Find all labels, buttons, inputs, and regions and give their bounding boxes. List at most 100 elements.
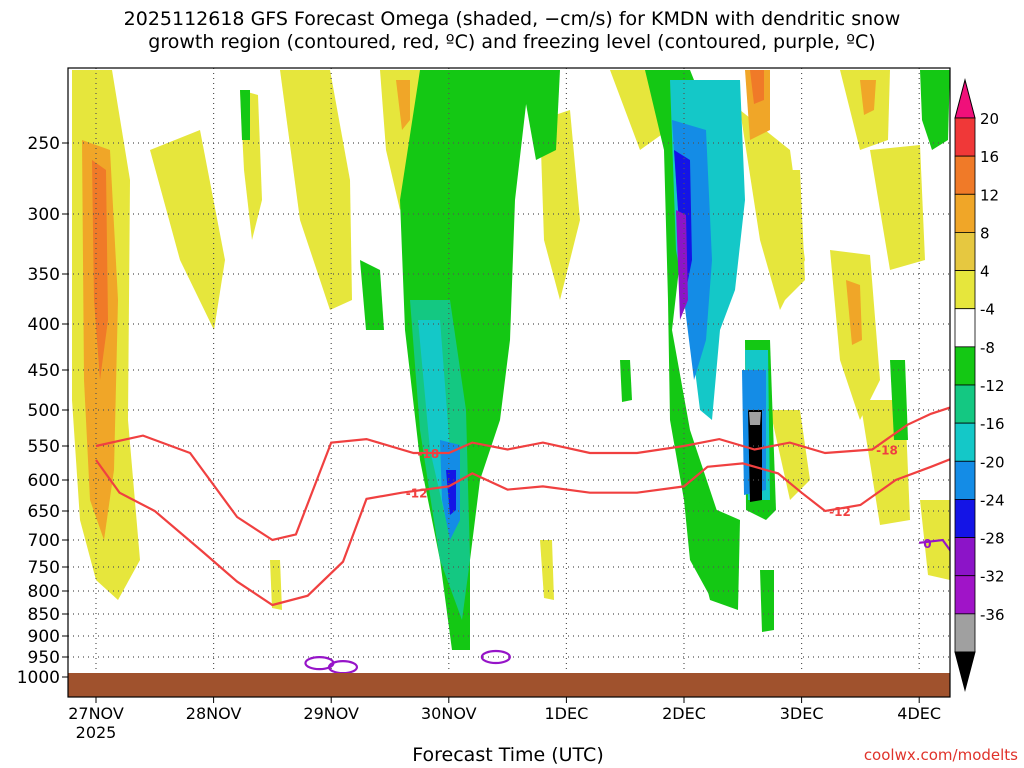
omega-shade-region — [360, 260, 384, 330]
y-tick-label: 700 — [28, 531, 60, 551]
omega-shade-region — [540, 540, 554, 600]
omega-shade-region — [280, 70, 352, 310]
colorbar-segment — [954, 155, 976, 195]
colorbar-segment — [954, 422, 976, 462]
contour-label: -18 — [876, 444, 898, 458]
y-tick-label: 900 — [28, 627, 60, 647]
colorbar-segment — [954, 384, 976, 424]
credit-text: coolwx.com/modelts — [863, 746, 1018, 764]
colorbar-tick-label: 12 — [980, 186, 999, 204]
omega-shade-region — [150, 130, 225, 330]
y-tick-label: 1000 — [17, 668, 60, 688]
colorbar-segment — [954, 232, 976, 271]
x-tick-label: 1DEC — [545, 704, 589, 723]
omega-shade-region — [240, 90, 250, 140]
x-tick-label: 28NOV — [186, 704, 242, 723]
omega-shade-region — [676, 210, 688, 320]
colorbar-tick-label: -28 — [980, 530, 1005, 548]
x-tick-label: 29NOV — [303, 704, 359, 723]
contour-line-minus18 — [95, 406, 950, 542]
y-axis: 2503003504004505005506006507007508008509… — [17, 134, 68, 688]
x-tick-label: 2DEC — [662, 704, 706, 723]
colorbar-segment — [954, 613, 976, 653]
contour-label: -12 — [829, 505, 851, 519]
colorbar-segment — [954, 308, 976, 348]
y-tick-label: 550 — [28, 437, 60, 457]
colorbar-segment — [954, 575, 976, 615]
x-year-label: 2025 — [76, 723, 117, 742]
omega-shade-region — [860, 80, 876, 115]
colorbar-tick-label: 8 — [980, 224, 990, 242]
omega-shade-region — [620, 360, 632, 402]
contour-label: -18 — [418, 447, 440, 461]
colorbar-segment — [954, 117, 976, 157]
y-tick-label: 400 — [28, 315, 60, 335]
colorbar-tick-label: -20 — [980, 453, 1005, 471]
omega-shade-region — [396, 80, 410, 130]
y-tick-label: 850 — [28, 605, 60, 625]
colorbar-tick-label: -24 — [980, 491, 1005, 509]
contour-lines: -18 -18 -12 -12 0 — [95, 406, 950, 675]
colorbar-top-arrow — [954, 78, 976, 119]
contour-line-minus12 — [95, 458, 950, 607]
y-tick-label: 750 — [28, 558, 60, 578]
colorbar-segment — [954, 346, 976, 386]
omega-shade-region — [770, 170, 805, 300]
title-line-2: growth region (contoured, red, ºC) and f… — [148, 31, 876, 53]
title-line-1: 2025112618 GFS Forecast Omega (shaded, −… — [123, 8, 901, 30]
chart-title: 2025112618 GFS Forecast Omega (shaded, −… — [0, 8, 1024, 54]
omega-shade-region — [749, 412, 761, 425]
omega-shading — [72, 70, 950, 650]
contour-label: 0 — [923, 537, 931, 551]
omega-shade-region — [890, 360, 908, 440]
omega-shade-region — [270, 560, 282, 610]
colorbar-tick-label: -36 — [980, 606, 1005, 624]
omega-shade-region — [846, 280, 862, 345]
x-tick-label: 4DEC — [897, 704, 941, 723]
omega-shade-region — [540, 110, 580, 300]
ground-surface — [68, 673, 950, 697]
y-tick-label: 350 — [28, 265, 60, 285]
colorbar-tick-label: -32 — [980, 568, 1005, 586]
omega-shade-region — [760, 570, 774, 632]
omega-shade-region — [920, 70, 950, 150]
freezing-level-loop — [327, 660, 359, 675]
colorbar-segment — [954, 193, 976, 233]
colorbar-tick-label: 4 — [980, 263, 990, 281]
colorbar-tick-label: -12 — [980, 377, 1005, 395]
colorbar-tick-label: -4 — [980, 301, 995, 319]
freezing-level-loop — [480, 649, 511, 665]
plot-frame — [67, 67, 951, 698]
x-tick-label: 27NOV — [68, 704, 124, 723]
y-tick-label: 650 — [28, 502, 60, 522]
y-tick-label: 250 — [28, 134, 60, 154]
colorbar-tick-label: 16 — [980, 148, 999, 166]
colorbar-tick-label: -16 — [980, 415, 1005, 433]
colorbar-segment — [954, 499, 976, 538]
colorbar-tick-label: -8 — [980, 339, 995, 357]
y-tick-label: 600 — [28, 471, 60, 491]
colorbar-segment — [954, 537, 976, 577]
colorbar-segment — [954, 460, 976, 500]
y-tick-label: 950 — [28, 648, 60, 668]
x-tick-label: 30NOV — [421, 704, 477, 723]
y-tick-label: 300 — [28, 205, 60, 225]
omega-shade-region — [750, 70, 764, 104]
colorbar-bottom-arrow — [954, 651, 976, 692]
omega-shade-region — [870, 145, 925, 270]
y-tick-label: 450 — [28, 361, 60, 381]
contour-label: -12 — [406, 487, 428, 501]
contour-line-0 — [919, 538, 950, 553]
omega-shade-region — [446, 470, 456, 515]
omega-shade-region — [770, 410, 810, 500]
omega-shade-region — [520, 70, 560, 160]
colorbar-tick-label: 20 — [980, 110, 999, 128]
colorbar: 20 16 12 8 4 -4 -8 -12 -16 -20 -24 -28 -32 -36 — [954, 78, 1005, 692]
y-tick-label: 800 — [28, 582, 60, 602]
x-tick-label: 3DEC — [780, 704, 824, 723]
omega-shade-region — [748, 410, 762, 502]
omega-shade-region — [694, 500, 740, 610]
colorbar-segment — [954, 270, 976, 310]
omega-shade-region — [92, 160, 108, 380]
